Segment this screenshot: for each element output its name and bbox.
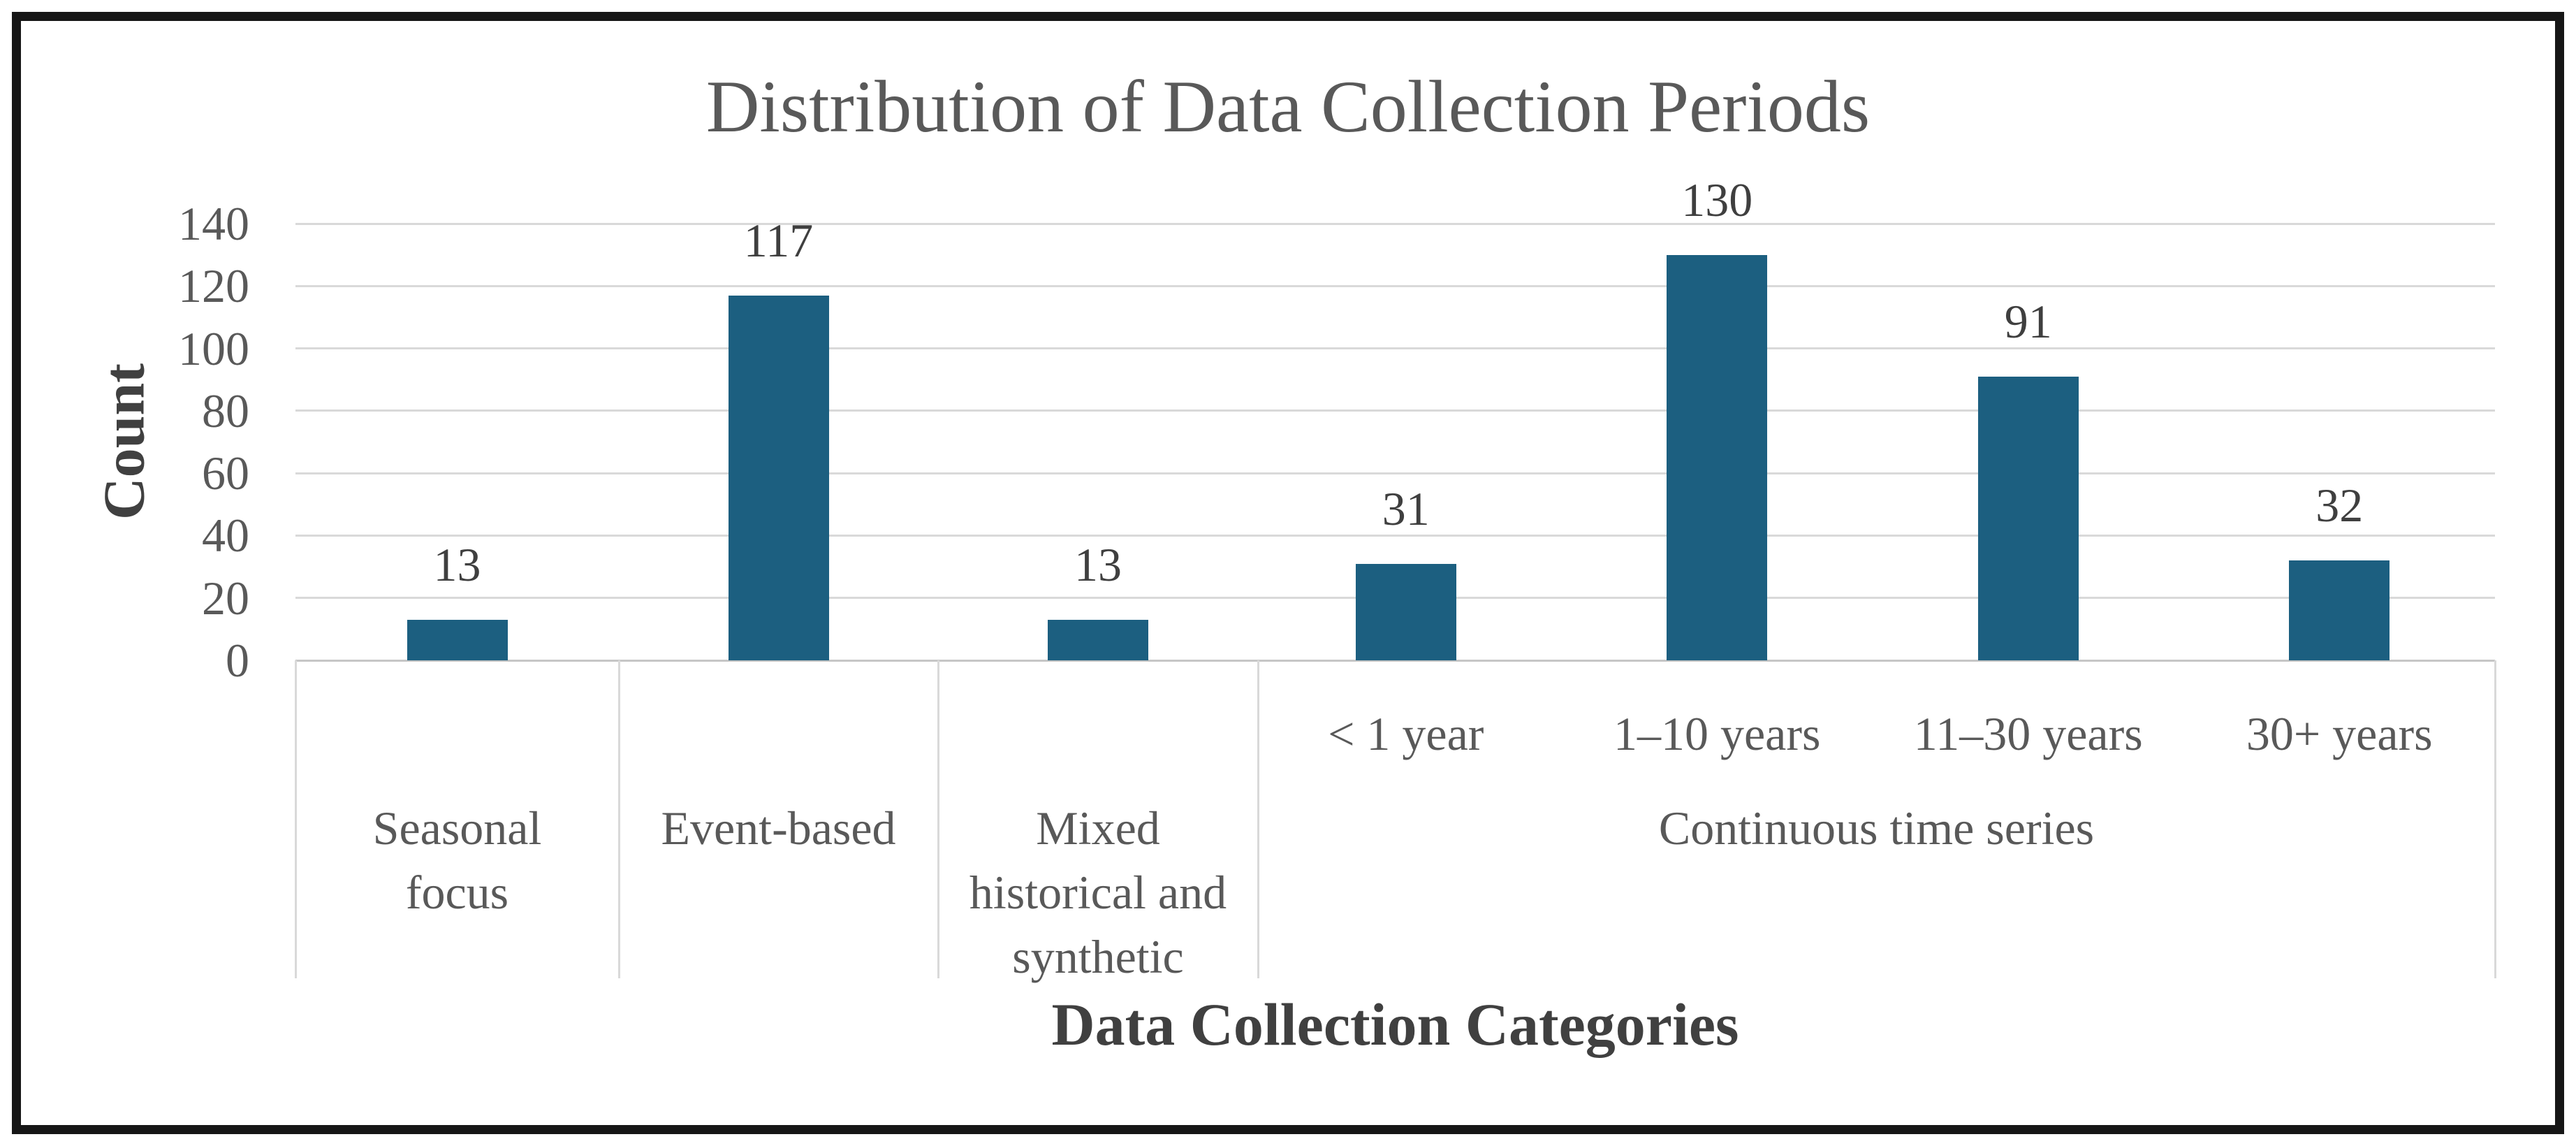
bar-value-label: 13 (433, 537, 481, 591)
bar-seasonal-focus (407, 619, 508, 660)
figure-border (12, 12, 2564, 1134)
x-axis-line (295, 659, 2495, 662)
bar-1-10-years (1667, 254, 1768, 660)
bar-value-label: 31 (1382, 481, 1430, 535)
bar-value-label: 32 (2315, 479, 2364, 532)
y-tick-label: 60 (202, 447, 249, 500)
y-tick-label: 40 (202, 509, 249, 563)
x-category-sublabel: 1–10 years (1613, 707, 1821, 760)
category-divider (1257, 660, 1259, 978)
x-axis-title: Data Collection Categories (1051, 991, 1739, 1058)
category-divider (294, 660, 297, 978)
bar-value-label: 91 (2004, 294, 2052, 348)
bar-value-label: 130 (1681, 173, 1753, 226)
y-tick-label: 140 (178, 197, 249, 250)
y-tick-label: 120 (178, 259, 249, 313)
x-category-sublabel: 11–30 years (1913, 707, 2143, 760)
category-divider (2494, 660, 2496, 978)
x-category-group-label: Mixed historical and synthetic (969, 802, 1227, 983)
y-tick-label: 100 (178, 321, 249, 375)
x-category-group-label: Continuous time series (1658, 802, 2095, 855)
gridline (295, 222, 2495, 225)
y-tick-label: 80 (202, 384, 249, 437)
bar-11-30-years (1977, 376, 2079, 660)
bar-mixed-historical-and-synthetic (1048, 619, 1148, 660)
y-tick-label: 0 (226, 634, 249, 687)
x-category-group-label: Seasonal focus (372, 802, 542, 919)
bar-value-label: 13 (1074, 537, 1122, 591)
gridline (295, 534, 2495, 537)
gridline (295, 284, 2495, 287)
bar--1-year (1355, 563, 1456, 660)
x-category-sublabel: < 1 year (1328, 707, 1484, 760)
gridline (295, 347, 2495, 350)
bar-event-based (728, 295, 829, 660)
y-tick-label: 20 (202, 571, 249, 625)
category-divider (937, 660, 939, 978)
gridline (295, 409, 2495, 412)
x-category-group-label: Event-based (661, 802, 896, 855)
bar-30+-years (2289, 560, 2390, 660)
bar-value-label: 117 (743, 213, 814, 267)
chart-title: Distribution of Data Collection Periods (705, 66, 1871, 147)
x-category-sublabel: 30+ years (2246, 707, 2433, 760)
category-divider (617, 660, 620, 978)
gridline (295, 472, 2495, 474)
